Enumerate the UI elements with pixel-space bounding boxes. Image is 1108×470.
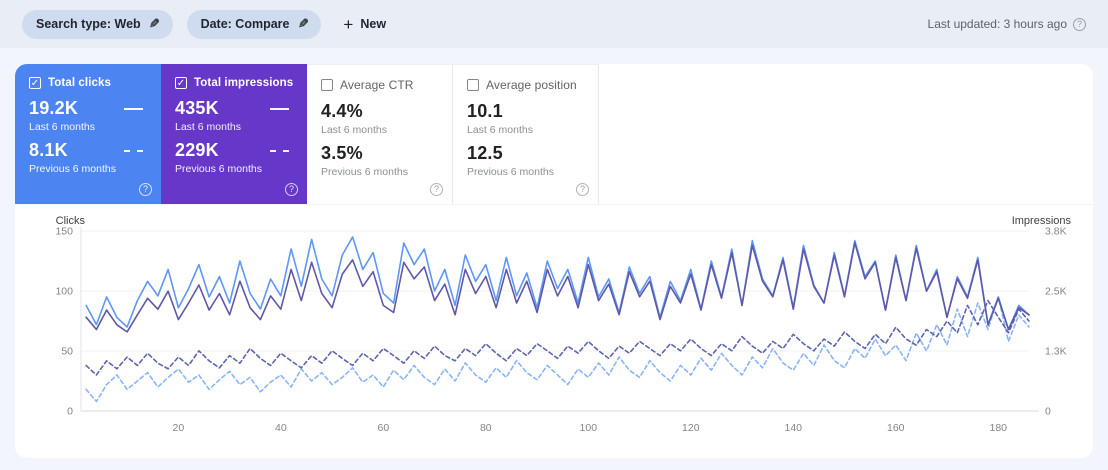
svg-text:0: 0 — [1045, 406, 1051, 418]
current-value-row: 435K — [175, 98, 295, 119]
edit-pencil-icon[interactable]: ✎ — [297, 16, 309, 31]
previous-period-label: Previous 6 months — [321, 166, 408, 178]
previous-period-label: Previous 6 months — [467, 166, 554, 178]
help-icon[interactable]: ? — [1073, 17, 1086, 31]
previous-value: 8.1K — [29, 140, 68, 160]
average-ctr-checkbox[interactable] — [321, 79, 333, 91]
svg-text:60: 60 — [377, 422, 389, 434]
search-type-chip[interactable]: Search type: Web ✎ — [22, 9, 173, 39]
total-clicks-checkbox[interactable]: ✓ — [29, 77, 41, 89]
last-updated-text: Last updated: 3 hours ago — [927, 17, 1067, 31]
previous-value-row: 12.5 — [467, 143, 586, 164]
svg-text:160: 160 — [887, 422, 905, 434]
total-impressions-checkbox[interactable]: ✓ — [175, 77, 187, 89]
previous-value: 3.5% — [321, 143, 363, 163]
new-filter-button[interactable]: + New — [343, 16, 386, 33]
card-header: Average CTR — [321, 78, 440, 92]
search-type-chip-label: Search type: Web — [36, 17, 141, 31]
card-label: Average CTR — [340, 78, 414, 92]
svg-text:Impressions: Impressions — [1012, 215, 1072, 227]
plus-icon: + — [343, 14, 354, 34]
current-value: 10.1 — [467, 101, 503, 121]
solid-line-icon — [124, 107, 143, 110]
previous-period-label: Previous 6 months — [175, 163, 262, 175]
previous-value: 229K — [175, 140, 219, 160]
new-filter-label: New — [360, 17, 387, 31]
date-compare-chip-label: Date: Compare — [200, 17, 290, 31]
previous-value-row: 229K — [175, 140, 295, 161]
svg-text:40: 40 — [275, 422, 287, 434]
help-icon[interactable]: ? — [430, 183, 443, 196]
svg-text:50: 50 — [61, 346, 73, 358]
card-header: Average position — [467, 78, 586, 92]
dashed-line-icon — [270, 149, 289, 152]
current-value: 4.4% — [321, 101, 363, 121]
card-total-impressions[interactable]: ✓ Total impressions 435K Last 6 months 2… — [161, 64, 307, 204]
svg-text:3.8K: 3.8K — [1045, 226, 1067, 238]
help-icon[interactable]: ? — [285, 183, 298, 196]
svg-text:140: 140 — [785, 422, 803, 434]
card-label: Average position — [486, 78, 577, 92]
metric-cards-row: ✓ Total clicks 19.2K Last 6 months 8.1K … — [15, 64, 1093, 205]
current-period-label: Last 6 months — [467, 124, 533, 136]
svg-text:Clicks: Clicks — [56, 215, 86, 227]
svg-text:0: 0 — [67, 406, 73, 418]
svg-text:150: 150 — [55, 226, 73, 238]
previous-value-row: 3.5% — [321, 143, 440, 164]
help-icon[interactable]: ? — [139, 183, 152, 196]
previous-value-row: 8.1K — [29, 140, 149, 161]
current-period-label: Last 6 months — [321, 124, 387, 136]
current-value-row: 19.2K — [29, 98, 149, 119]
dashed-line-icon — [124, 149, 143, 152]
svg-text:80: 80 — [480, 422, 492, 434]
filter-bar: Search type: Web ✎ Date: Compare ✎ + New… — [0, 0, 1108, 48]
help-icon[interactable]: ? — [576, 183, 589, 196]
solid-line-icon — [270, 107, 289, 110]
current-value: 435K — [175, 98, 219, 118]
date-compare-chip[interactable]: Date: Compare ✎ — [186, 9, 322, 39]
card-label: Total clicks — [48, 77, 111, 89]
current-period-label: Last 6 months — [29, 121, 95, 133]
filter-chips: Search type: Web ✎ Date: Compare ✎ + New — [22, 9, 386, 39]
previous-period-label: Previous 6 months — [29, 163, 116, 175]
svg-text:20: 20 — [173, 422, 185, 434]
svg-text:100: 100 — [580, 422, 598, 434]
svg-text:1.3K: 1.3K — [1045, 345, 1067, 357]
card-total-clicks[interactable]: ✓ Total clicks 19.2K Last 6 months 8.1K … — [15, 64, 161, 204]
card-average-ctr[interactable]: Average CTR 4.4% Last 6 months 3.5% Prev… — [307, 64, 453, 204]
card-label: Total impressions — [194, 77, 294, 89]
current-value-row: 10.1 — [467, 101, 586, 122]
card-header: ✓ Total impressions — [175, 77, 295, 89]
performance-line-chart[interactable]: Clicks Impressions 0 50 100 150 0 1.3K 2.5K 3.8K 2… — [15, 205, 1093, 441]
current-period-label: Last 6 months — [175, 121, 241, 133]
svg-text:2.5K: 2.5K — [1045, 286, 1067, 298]
current-value: 19.2K — [29, 98, 79, 118]
current-value-row: 4.4% — [321, 101, 440, 122]
svg-text:100: 100 — [55, 286, 73, 298]
svg-text:180: 180 — [989, 422, 1007, 434]
chart-canvas[interactable]: Clicks Impressions 0 50 100 150 0 1.3K 2.5K 3.8K 2… — [31, 215, 1077, 441]
card-average-position[interactable]: Average position 10.1 Last 6 months 12.5… — [453, 64, 599, 204]
last-updated: Last updated: 3 hours ago ? — [928, 17, 1086, 31]
svg-text:120: 120 — [682, 422, 700, 434]
edit-pencil-icon[interactable]: ✎ — [148, 16, 160, 31]
performance-panel: ✓ Total clicks 19.2K Last 6 months 8.1K … — [15, 64, 1093, 458]
card-header: ✓ Total clicks — [29, 77, 149, 89]
average-position-checkbox[interactable] — [467, 79, 479, 91]
previous-value: 12.5 — [467, 143, 503, 163]
